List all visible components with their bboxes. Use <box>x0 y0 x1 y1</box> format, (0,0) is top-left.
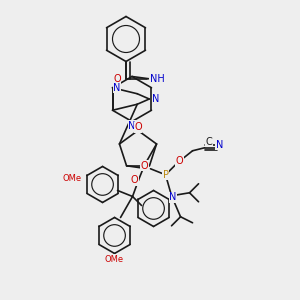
Text: O: O <box>175 156 183 166</box>
Text: C: C <box>206 137 212 147</box>
Text: O: O <box>141 161 148 171</box>
Text: N: N <box>113 83 121 93</box>
Text: P: P <box>163 170 169 180</box>
Text: OMe: OMe <box>62 174 82 183</box>
Text: N: N <box>128 121 136 131</box>
Text: NH: NH <box>150 74 165 85</box>
Text: N: N <box>216 140 223 150</box>
Text: O: O <box>113 74 121 85</box>
Text: O: O <box>130 175 138 185</box>
Text: N: N <box>169 192 177 202</box>
Text: OMe: OMe <box>105 255 124 264</box>
Text: O: O <box>134 122 142 133</box>
Text: N: N <box>152 94 160 104</box>
